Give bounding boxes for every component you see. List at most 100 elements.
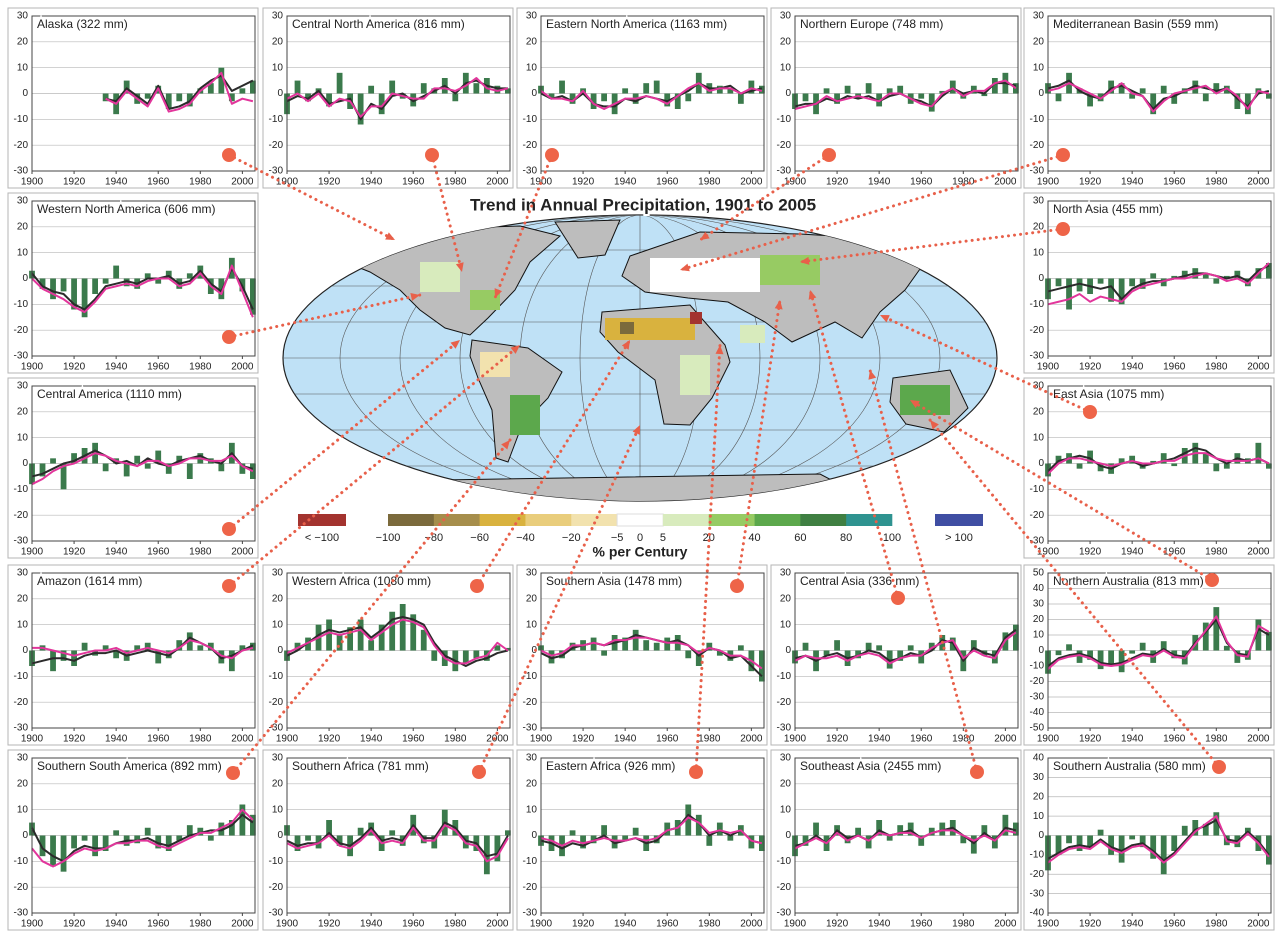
y-tick-label: -20 [523, 697, 538, 708]
connector-arrow [385, 232, 395, 240]
panel-title: Southern South America (892 mm) [37, 759, 222, 773]
colorbar-tick-label: −5 [611, 532, 624, 544]
bar [886, 88, 893, 94]
y-tick-label: 30 [272, 753, 284, 764]
colorbar-bin [846, 514, 893, 526]
y-tick-label: -10 [14, 299, 29, 310]
plot-frame [286, 15, 511, 172]
colorbar-below-label: < −100 [305, 532, 339, 544]
bar [144, 827, 151, 836]
bar [1002, 814, 1009, 836]
y-tick-label: -30 [14, 166, 29, 177]
bar [918, 650, 925, 664]
y-tick-label: 10 [17, 247, 29, 258]
trend-line [1047, 262, 1270, 306]
panel-frame [7, 377, 259, 559]
plot-frame [540, 757, 765, 914]
bar [1150, 93, 1157, 115]
y-tick-label: 10 [1033, 630, 1045, 641]
x-tick-label: 1960 [402, 734, 425, 745]
x-tick-label: 1980 [952, 734, 975, 745]
y-tick-label: -30 [1030, 351, 1045, 362]
connector-arrow [494, 288, 503, 298]
plot-frame [1047, 385, 1272, 542]
bar [802, 93, 809, 102]
bar [1118, 458, 1125, 464]
bar [1150, 460, 1157, 464]
x-tick-label: 1980 [189, 547, 212, 558]
bar [590, 835, 597, 844]
plot-frame [286, 572, 511, 729]
bar [601, 93, 608, 102]
x-tick-label: 1960 [910, 919, 933, 930]
bar [113, 265, 120, 279]
plot-frame [794, 15, 1019, 172]
connector [493, 153, 554, 300]
x-tick-label: 1920 [63, 919, 86, 930]
bar [1129, 455, 1136, 464]
connector-arrow [808, 290, 817, 300]
bar [590, 93, 597, 109]
x-tick-label: 1900 [784, 734, 807, 745]
x-tick-label: 1960 [402, 177, 425, 188]
bar [176, 640, 183, 651]
bar [1118, 83, 1125, 94]
y-tick-label: -10 [777, 114, 792, 125]
x-tick-label: 2000 [231, 734, 254, 745]
connector [227, 293, 422, 339]
connector-arrow [774, 300, 783, 310]
x-tick-label: 1900 [276, 919, 299, 930]
plot-frame [1047, 15, 1272, 172]
x-tick-label: 1920 [572, 734, 595, 745]
x-tick-label: 1900 [1037, 177, 1060, 188]
bar [176, 455, 183, 464]
trend-line [31, 267, 254, 311]
y-tick-label: -20 [777, 697, 792, 708]
bar [165, 270, 172, 279]
bar [60, 463, 67, 490]
panel-title: Amazon (1614 mm) [37, 574, 142, 588]
y-tick-label: 30 [1033, 11, 1045, 22]
panel-title: Western North America (606 mm) [37, 202, 216, 216]
bar [81, 278, 88, 318]
bar [759, 650, 765, 682]
bar [250, 80, 256, 94]
y-tick-label: -30 [523, 723, 538, 734]
panel-title: Mediterranean Basin (559 mm) [1053, 17, 1218, 31]
x-tick-label: 2000 [740, 734, 763, 745]
bar [748, 80, 755, 94]
x-tick-label: 1960 [147, 919, 170, 930]
y-tick-label: 20 [17, 221, 29, 232]
bar [1181, 270, 1188, 279]
panel-title: Southern Africa (781 mm) [292, 759, 429, 773]
colorbar-bin [616, 513, 664, 527]
connector-dot [1056, 148, 1070, 162]
panel-title: Central Asia (336 mm) [800, 574, 919, 588]
x-tick-label: 1920 [572, 177, 595, 188]
trend-line [540, 816, 763, 847]
y-tick-label: -10 [523, 671, 538, 682]
bar [632, 629, 639, 651]
y-tick-label: 10 [1033, 247, 1045, 258]
panel-frame [7, 7, 259, 189]
bar [60, 835, 67, 872]
x-tick-label: 1980 [1205, 919, 1228, 930]
x-tick-label: 1960 [147, 547, 170, 558]
bar [748, 835, 755, 849]
connector [878, 313, 1092, 414]
trend-line [32, 639, 254, 660]
x-tick-label: 1920 [826, 177, 849, 188]
bar [1223, 275, 1230, 279]
y-tick-label: 20 [1033, 36, 1045, 47]
y-tick-label: 20 [526, 36, 538, 47]
bar [1213, 607, 1220, 651]
bar [326, 93, 332, 107]
x-tick-label: 2000 [740, 919, 763, 930]
bar [590, 637, 597, 651]
bar [727, 88, 734, 94]
bar [1013, 822, 1019, 836]
x-tick-label: 2000 [231, 362, 254, 373]
plot-frame [1047, 200, 1272, 357]
bar [294, 835, 301, 851]
